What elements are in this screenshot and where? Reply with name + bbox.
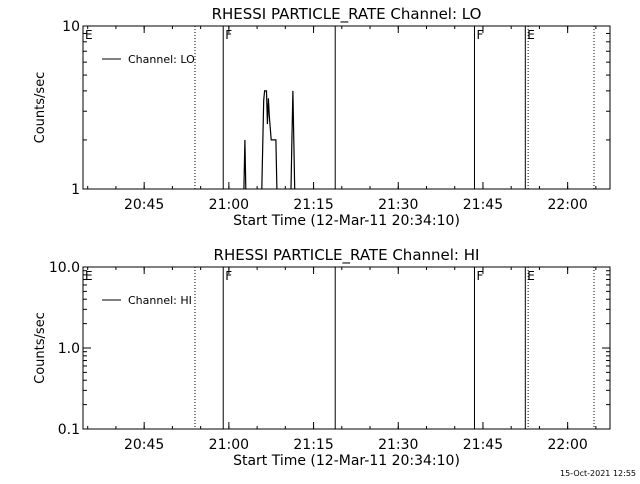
event-marker-label: F <box>476 269 483 283</box>
event-marker-label: F <box>225 269 232 283</box>
legend-label: Channel: HI <box>128 294 192 307</box>
y-axis-label: Counts/sec <box>33 312 48 384</box>
x-axis-label: Start Time (12-Mar-11 20:34:10) <box>233 213 460 229</box>
series-line <box>244 91 295 189</box>
x-tick-label: 21:00 <box>209 197 249 213</box>
chart-title: RHESSI PARTICLE_RATE Channel: HI <box>214 246 480 265</box>
event-marker-label: E <box>85 28 93 42</box>
x-tick-label: 21:00 <box>209 437 249 453</box>
y-tick-label: 1.0 <box>58 341 80 357</box>
x-tick-label: 20:45 <box>124 437 164 453</box>
y-tick-label: 0.1 <box>58 422 80 438</box>
x-tick-label: 21:30 <box>378 197 418 213</box>
legend-label: Channel: LO <box>128 53 195 66</box>
x-axis-label: Start Time (12-Mar-11 20:34:10) <box>233 453 460 469</box>
x-tick-label: 22:00 <box>547 197 587 213</box>
x-tick-label: 21:45 <box>463 437 503 453</box>
event-marker-label: F <box>476 28 483 42</box>
y-axis-label: Counts/sec <box>33 72 48 144</box>
y-tick-label: 10 <box>62 19 80 35</box>
x-tick-label: 21:15 <box>293 437 333 453</box>
event-marker-label: F <box>225 28 232 42</box>
y-tick-label: 10.0 <box>49 260 80 276</box>
plot-frame <box>83 267 610 429</box>
x-tick-label: 21:15 <box>293 197 333 213</box>
y-tick-label: 1 <box>71 182 80 198</box>
x-tick-label: 21:45 <box>463 197 503 213</box>
plot-frame <box>83 26 610 189</box>
event-marker-label: E <box>85 269 93 283</box>
chart-title: RHESSI PARTICLE_RATE Channel: LO <box>212 5 482 24</box>
x-tick-label: 21:30 <box>378 437 418 453</box>
x-tick-label: 20:45 <box>124 197 164 213</box>
x-tick-label: 22:00 <box>547 437 587 453</box>
timestamp: 15-Oct-2021 12:55 <box>560 469 636 478</box>
